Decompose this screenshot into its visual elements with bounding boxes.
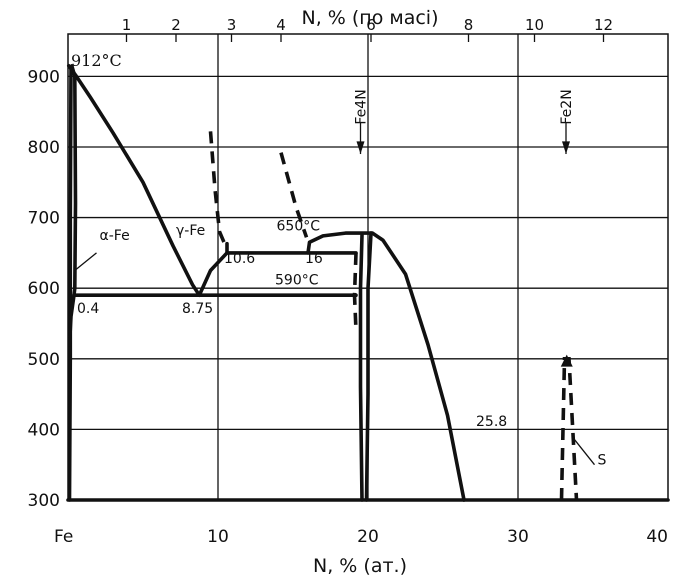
y-tick-label: 400	[28, 420, 60, 440]
fe2n-arrow-head	[562, 141, 570, 155]
x-tick-label: Fe	[54, 527, 73, 547]
phase-boundary-7	[306, 231, 466, 502]
annotation-label: γ-Fe	[176, 223, 205, 239]
compound-label: Fe4N	[354, 89, 370, 124]
annotation-label: S	[598, 453, 607, 469]
top-tick-label: 6	[366, 16, 376, 34]
y-tick-label: 500	[28, 350, 60, 370]
phase-boundary-0	[67, 64, 202, 298]
annotation-label: α-Fe	[100, 228, 130, 244]
phase-boundaries	[66, 64, 670, 502]
annotation-label: 25.8	[476, 414, 507, 430]
x-tick-label: 20	[357, 527, 379, 547]
annotations: 912°C α-Fe γ-Fe 650°C 10.6 16 590°C 0.4 8.75 25.8…	[71, 51, 607, 469]
annotation-label: 650°C	[277, 218, 321, 234]
phase-boundary-4	[197, 241, 229, 298]
s-phase-arrowhead	[560, 354, 573, 367]
x-axis-title: N, % (ат.)	[313, 555, 407, 577]
annotation-label: 912°C	[71, 51, 122, 70]
annotation-label: 10.6	[224, 251, 255, 267]
phase-boundary-2	[67, 67, 73, 502]
x-tick-label: 40	[646, 527, 668, 547]
dashed-boundary-11	[208, 131, 228, 247]
compound-label: Fe2N	[559, 89, 575, 124]
annotation-label: 590°C	[275, 273, 319, 289]
annotation-label: 0.4	[77, 301, 99, 317]
fe4n-arrow-head	[356, 141, 365, 155]
s-leader	[571, 436, 596, 466]
top-tick-label: 8	[464, 16, 474, 34]
phase-boundary-8	[358, 233, 364, 502]
alpha-fe-leader	[74, 252, 97, 272]
annotation-label: 8.75	[182, 301, 213, 317]
top-tick-label: 1	[122, 16, 132, 34]
phase-boundary-3	[67, 293, 76, 347]
top-tick-label: 2	[171, 16, 181, 34]
top-axis-title: N, % (по масі)	[302, 7, 439, 29]
top-tick-label: 12	[594, 16, 613, 34]
top-tick-label: 3	[227, 16, 237, 34]
x-tick-label: 10	[207, 527, 229, 547]
y-tick-label: 700	[28, 209, 60, 229]
dashed-boundary-13	[352, 252, 358, 331]
x-tick-label: 30	[507, 527, 529, 547]
phase-boundary-9	[364, 231, 373, 502]
y-tick-label: 900	[28, 67, 60, 87]
top-tick-label: 10	[525, 16, 544, 34]
compound-arrows	[356, 122, 570, 155]
y-tick-label: 800	[28, 138, 60, 158]
top-tick-label: 4	[276, 16, 286, 34]
phase-boundary-1	[70, 64, 78, 298]
y-tick-label: 600	[28, 279, 60, 299]
y-tick-label: 300	[28, 491, 60, 511]
annotation-label: 16	[305, 251, 323, 267]
